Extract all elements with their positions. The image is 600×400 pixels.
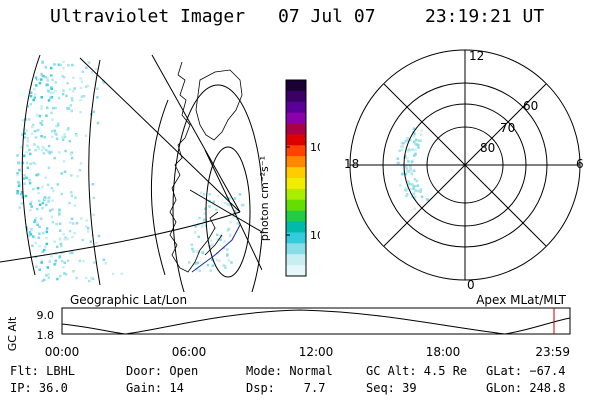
polar-label-0: 0 <box>467 278 475 292</box>
geographic-title: Geographic Lat/Lon <box>70 293 187 307</box>
info-dsp: Dsp: 7.7 <box>246 381 326 395</box>
info-mode: Mode: Normal <box>246 364 333 378</box>
colorbar-segment <box>286 265 306 277</box>
altitude-curve <box>61 309 571 335</box>
polar-label-12: 12 <box>469 49 484 63</box>
colorbar-segment <box>286 145 306 157</box>
colorbar-segment <box>286 199 306 212</box>
colorbar-segment <box>286 232 306 244</box>
alt-y-label: GC Alt <box>6 316 19 351</box>
date-label: 07 Jul 07 <box>278 6 376 27</box>
lat-lon-grid <box>0 54 262 292</box>
colorbar-segment <box>286 243 306 255</box>
time-label: 23:19:21 UT <box>425 6 545 27</box>
apex-title: Apex MLat/MLT <box>476 293 566 307</box>
colorbar: photon cm⁻²s⁻¹ 100 10 <box>260 79 320 277</box>
colorbar-segment <box>286 112 306 125</box>
alt-y-tick-9: 9.0 <box>37 309 55 322</box>
colorbar-segment <box>286 80 306 92</box>
altitude-plot: Geographic Lat/Lon Apex MLat/MLT GC Alt … <box>6 293 571 359</box>
polar-label-6: 6 <box>576 157 584 171</box>
info-seq: Seq: 39 <box>366 381 417 395</box>
colorbar-segment <box>286 178 306 190</box>
alt-x-tick-4: 23:59 <box>535 345 570 359</box>
polar-ring-80: 80 <box>480 141 495 155</box>
alt-x-tick-0: 00:00 <box>45 345 80 359</box>
colorbar-tick-100: 100 <box>310 141 320 154</box>
alt-x-tick-2: 12:00 <box>299 345 334 359</box>
info-glat: GLat: −67.4 <box>486 364 566 378</box>
polar-aurora <box>396 127 430 211</box>
colorbar-unit-label: photon cm⁻²s⁻¹ <box>260 156 271 241</box>
info-flt: Flt: LBHL <box>10 364 76 378</box>
colorbar-segment <box>286 167 306 179</box>
colorbar-segment <box>286 188 306 201</box>
alt-x-tick-1: 06:00 <box>172 345 207 359</box>
polar-ring-70: 70 <box>500 121 515 135</box>
colorbar-segment <box>286 210 306 223</box>
info-gc-alt: GC Alt: 4.5 Re <box>366 364 468 378</box>
colorbar-segment <box>286 156 306 168</box>
polar-plot: 12 0 18 6 60 70 80 <box>344 49 584 292</box>
info-door: Door: Open <box>126 364 199 378</box>
alt-y-tick-1-8: 1.8 <box>37 329 55 342</box>
info-glon: GLon: 248.8 <box>486 381 566 395</box>
colorbar-segment <box>286 101 306 114</box>
coastline <box>169 61 243 273</box>
info-ip: IP: 36.0 <box>10 381 68 395</box>
colorbar-segment <box>286 134 306 146</box>
polar-label-18: 18 <box>344 157 359 171</box>
instrument-title: Ultraviolet Imager <box>50 6 246 27</box>
alt-x-tick-3: 18:00 <box>426 345 461 359</box>
colorbar-segment <box>286 221 306 233</box>
colorbar-segment <box>286 254 306 266</box>
terminator <box>191 224 241 273</box>
colorbar-segment <box>286 123 306 135</box>
polar-grid <box>349 49 581 281</box>
info-gain: Gain: 14 <box>126 381 184 395</box>
geographic-map <box>0 54 262 292</box>
colorbar-tick-10: 10 <box>310 229 320 242</box>
colorbar-segment <box>286 90 306 103</box>
polar-ring-60: 60 <box>523 99 538 113</box>
